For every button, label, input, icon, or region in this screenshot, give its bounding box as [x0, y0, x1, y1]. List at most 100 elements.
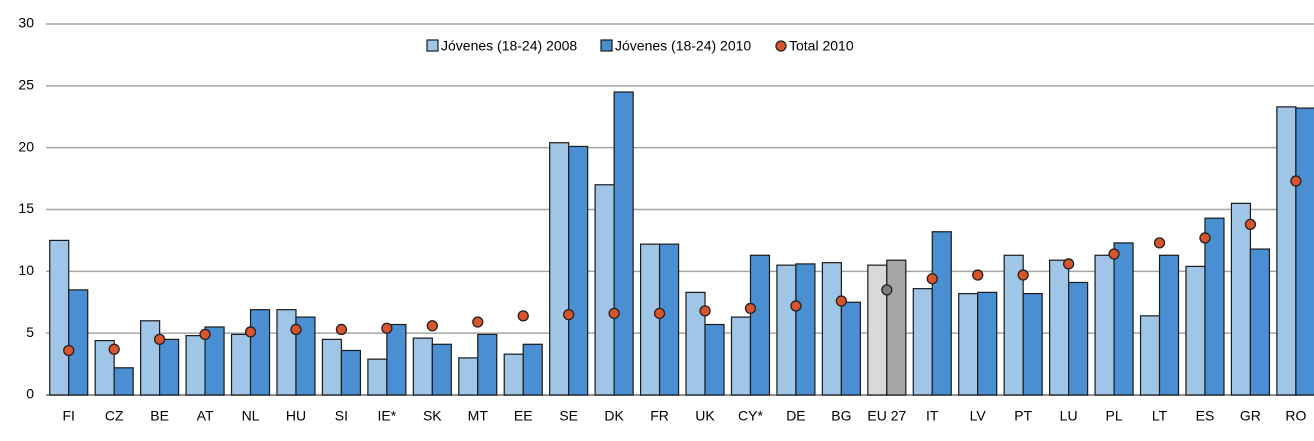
- y-tick-label: 25: [18, 77, 34, 93]
- dot: [426, 320, 438, 332]
- y-tick-label: 20: [18, 138, 34, 154]
- bar: [749, 254, 771, 396]
- dot: [1153, 237, 1166, 249]
- bar: [113, 367, 134, 396]
- dot: [881, 284, 893, 296]
- dot: [653, 307, 666, 320]
- bar: [1276, 106, 1297, 396]
- x-tick-label: BE: [150, 408, 169, 424]
- bar: [821, 262, 842, 396]
- bar: [1204, 217, 1225, 396]
- y-tick-label: 5: [26, 324, 34, 340]
- bar: [776, 264, 797, 396]
- legend-marker: [600, 39, 613, 52]
- y-tick-label: 15: [18, 200, 34, 216]
- dot: [744, 302, 757, 315]
- bar: [912, 288, 933, 396]
- bar: [704, 323, 725, 396]
- bar: [1295, 107, 1314, 396]
- legend-marker: [775, 40, 787, 52]
- bar: [1185, 265, 1206, 396]
- x-tick-label: NL: [242, 408, 260, 424]
- dot: [517, 310, 529, 322]
- dot: [1017, 269, 1029, 281]
- bar: [431, 343, 452, 396]
- x-tick-label: IE*: [378, 408, 397, 424]
- x-tick-label: EE: [514, 408, 533, 424]
- x-tick-label: DE: [786, 408, 805, 424]
- legend-marker: [426, 39, 439, 52]
- bar: [958, 292, 979, 396]
- bar: [840, 301, 861, 396]
- bar: [276, 309, 297, 396]
- x-tick-label: PT: [1014, 408, 1032, 424]
- x-tick-label: FI: [62, 408, 74, 424]
- x-tick-label: LT: [1152, 408, 1168, 424]
- dot: [63, 344, 75, 357]
- x-tick-label: LV: [970, 408, 987, 424]
- x-tick-label: DK: [604, 408, 624, 424]
- x-tick-label: CZ: [105, 408, 124, 424]
- x-tick-label: RO: [1285, 408, 1306, 424]
- x-tick-label: HU: [286, 408, 306, 424]
- bar: [159, 338, 180, 396]
- bar: [1158, 254, 1180, 396]
- bar: [931, 231, 952, 396]
- bar: [639, 243, 661, 396]
- x-tick-label: MT: [468, 408, 489, 424]
- dot: [926, 273, 938, 285]
- bar: [886, 259, 907, 396]
- x-tick-label: BG: [831, 408, 851, 424]
- dot: [381, 322, 393, 334]
- bar: [477, 333, 498, 396]
- bar: [49, 239, 70, 396]
- bar: [1022, 292, 1043, 396]
- bar: [367, 358, 388, 396]
- x-tick-label: SI: [335, 408, 348, 424]
- bar: [340, 349, 362, 396]
- bar: [412, 337, 433, 396]
- dot: [563, 308, 575, 321]
- bar: [295, 316, 316, 396]
- bar: [321, 338, 343, 396]
- bar: [594, 184, 615, 396]
- bar: [1230, 202, 1252, 396]
- dot: [244, 326, 257, 338]
- dot: [1199, 232, 1211, 244]
- x-tick-label: GR: [1240, 408, 1261, 424]
- dot: [1108, 248, 1120, 260]
- x-tick-label: PL: [1106, 408, 1123, 424]
- dot: [1062, 258, 1075, 270]
- bar: [185, 335, 206, 396]
- bar: [613, 91, 634, 396]
- bar: [140, 320, 161, 396]
- bar: [1094, 254, 1115, 396]
- bar: [1068, 281, 1089, 396]
- bar: [522, 343, 543, 396]
- y-tick-label: 0: [26, 386, 34, 402]
- x-tick-label: ES: [1196, 408, 1215, 424]
- dot: [335, 323, 348, 336]
- x-tick-label: FR: [650, 408, 669, 424]
- bar: [795, 263, 816, 396]
- x-tick-label: SE: [559, 408, 578, 424]
- bar: [977, 291, 998, 396]
- bar: [204, 326, 225, 396]
- dot: [108, 343, 120, 355]
- x-tick-label: UK: [695, 408, 715, 424]
- bar: [730, 316, 752, 396]
- dot: [1290, 175, 1302, 187]
- dot: [290, 323, 302, 336]
- dot: [153, 333, 166, 346]
- x-tick-label: LU: [1060, 408, 1078, 424]
- x-tick-label: EU 27: [867, 408, 906, 424]
- bar: [1139, 315, 1161, 396]
- bar: [658, 243, 680, 396]
- bar: [230, 333, 252, 396]
- x-tick-label: IT: [926, 408, 939, 424]
- y-tick-label: 30: [18, 15, 34, 31]
- bar: [386, 323, 407, 396]
- bar: [568, 145, 589, 396]
- legend-label: Total 2010: [789, 38, 854, 54]
- y-tick-label: 10: [18, 262, 34, 278]
